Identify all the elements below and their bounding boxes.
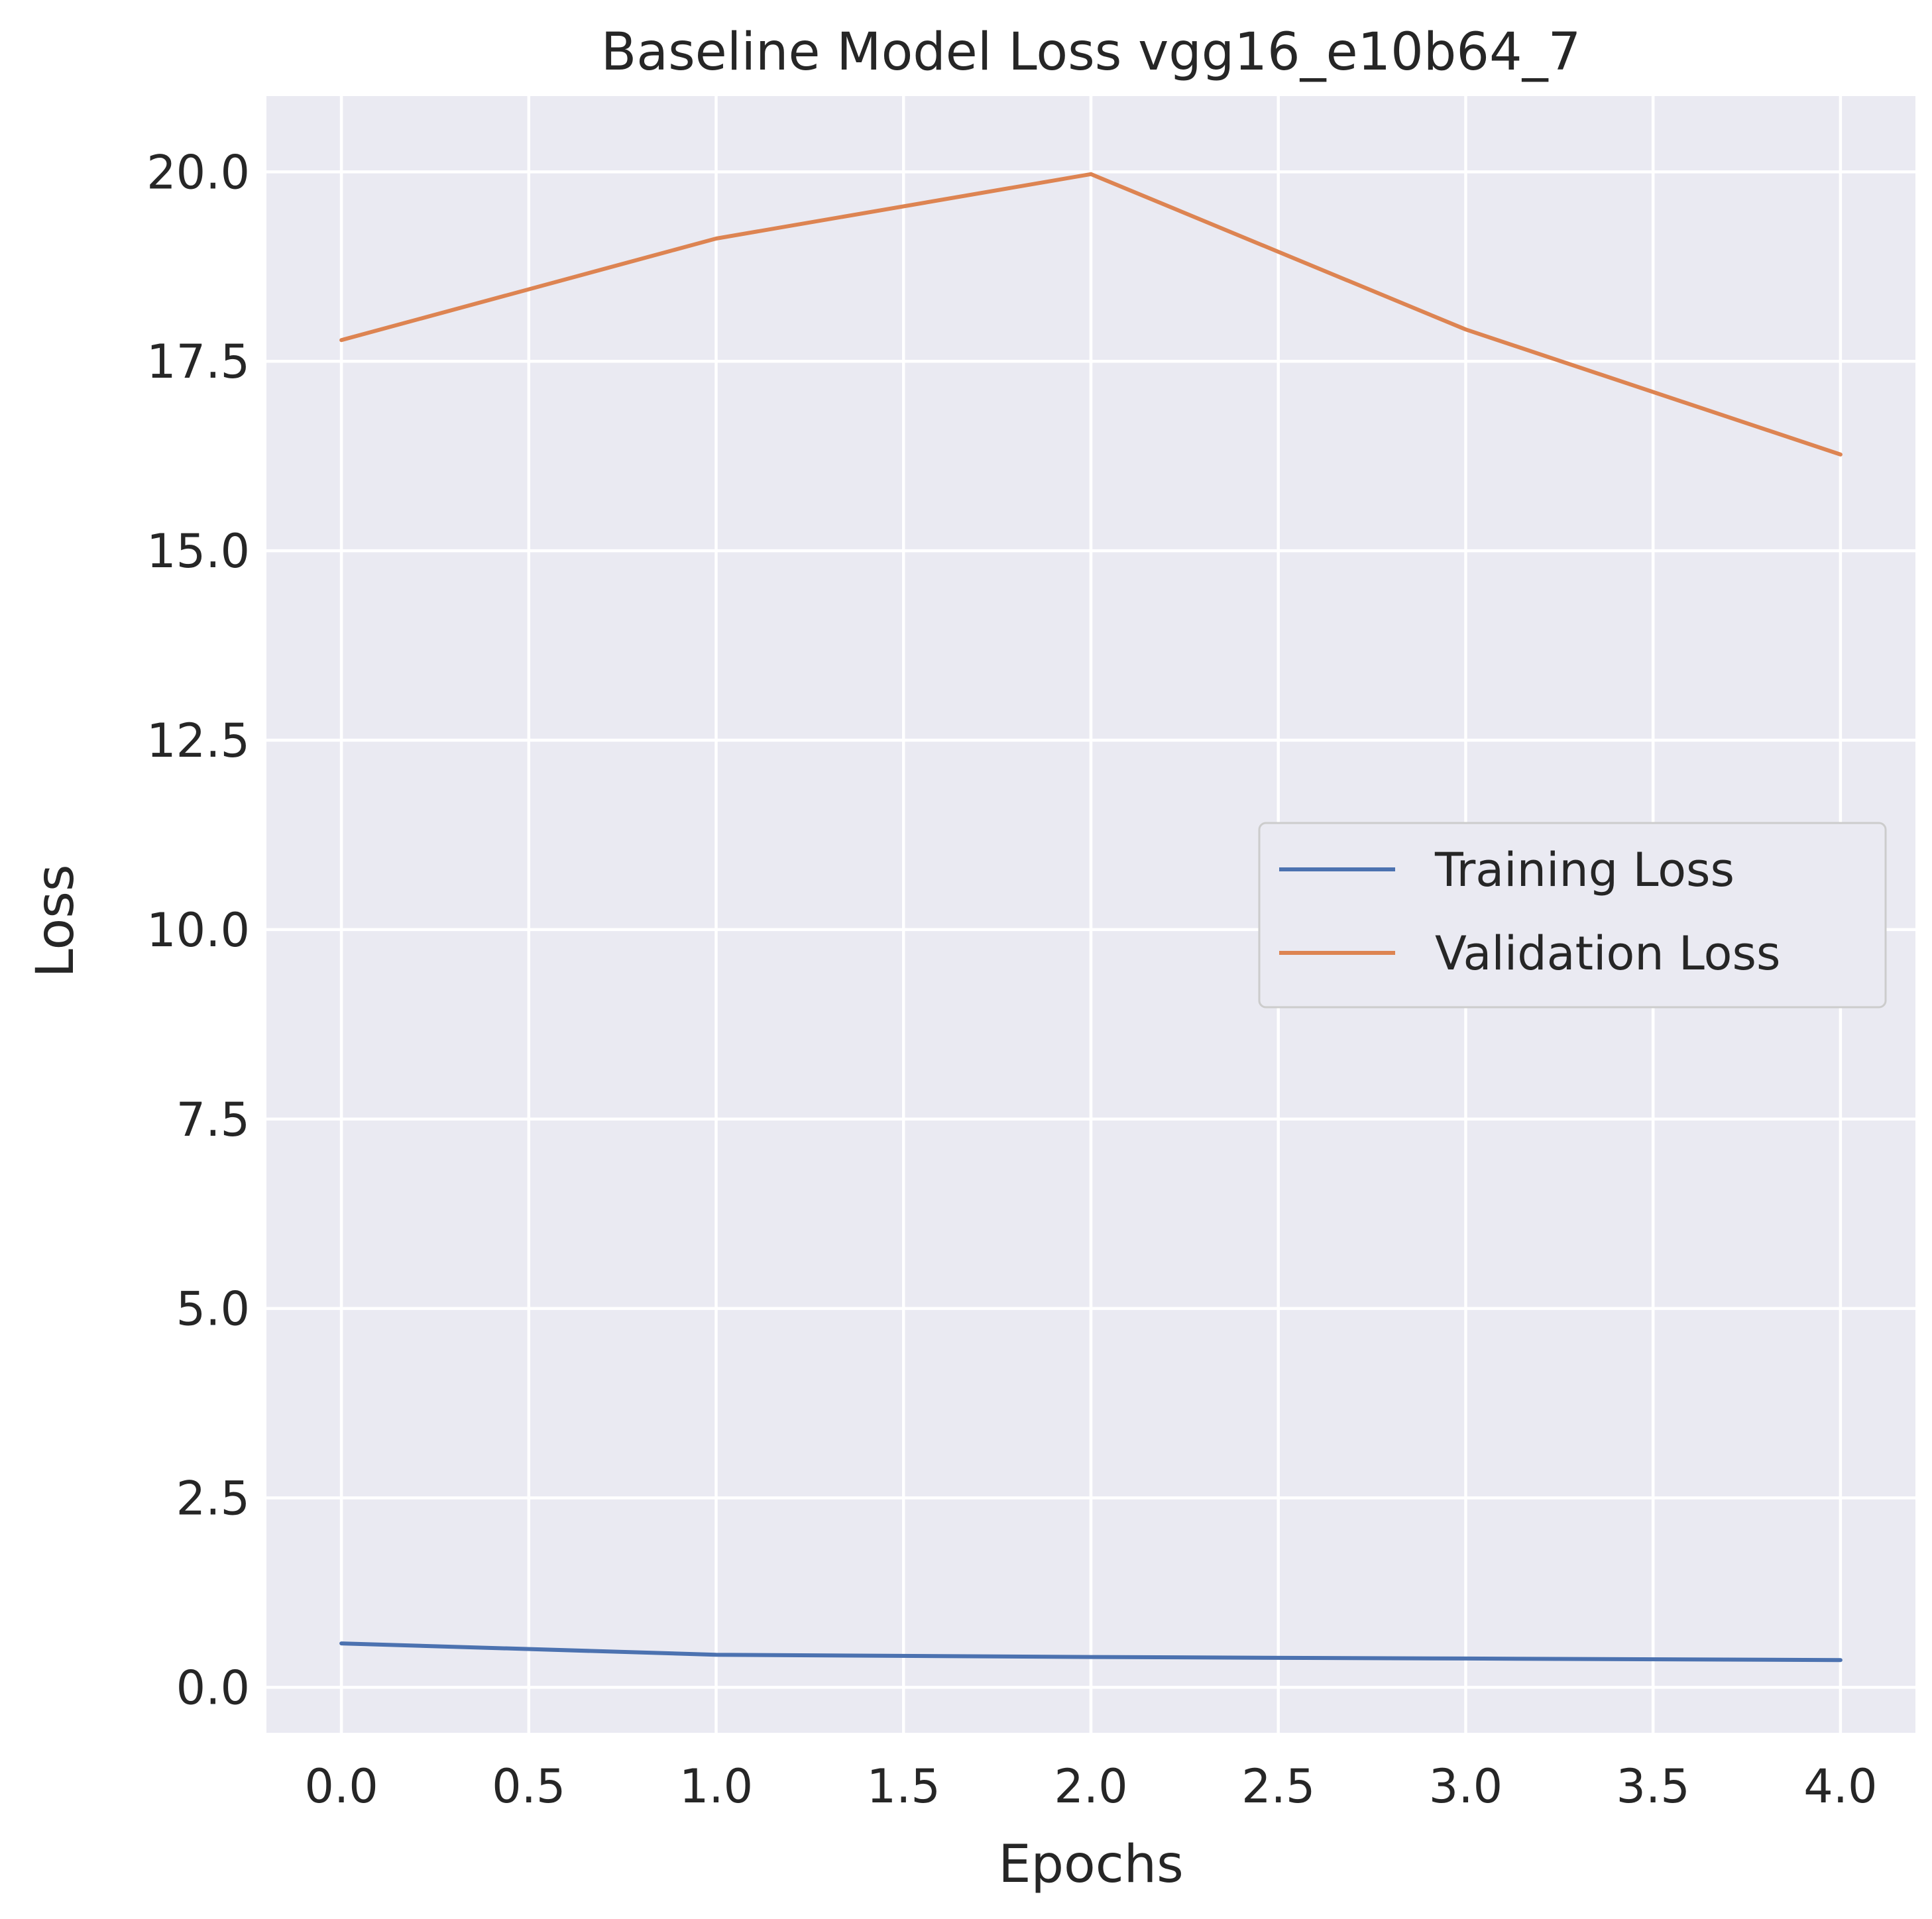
y-tick-label: 2.5 (176, 1472, 250, 1526)
y-tick-label: 5.0 (176, 1282, 250, 1337)
legend-label-validation: Validation Loss (1435, 926, 1780, 981)
legend-label-training: Training Loss (1434, 843, 1734, 897)
legend-box (1258, 822, 1887, 1009)
y-tick-label: 20.0 (146, 145, 250, 199)
x-axis-title: Epochs (998, 1835, 1183, 1894)
x-tick-labels: 0.0 0.5 1.0 1.5 2.0 2.5 3.0 3.5 4.0 (304, 1759, 1877, 1814)
x-tick-label: 3.0 (1429, 1759, 1503, 1814)
y-tick-label: 12.5 (146, 714, 250, 768)
x-tick-label: 0.0 (304, 1759, 378, 1814)
x-tick-label: 2.0 (1054, 1759, 1127, 1814)
series-line-validation (339, 172, 1843, 457)
series-lines (339, 172, 1843, 1663)
y-tick-label: 15.0 (146, 524, 250, 578)
x-tick-label: 4.0 (1803, 1759, 1877, 1814)
x-tick-label: 1.5 (867, 1759, 940, 1814)
y-tick-label: 17.5 (146, 335, 250, 389)
x-tick-label: 0.5 (492, 1759, 565, 1814)
legend: Training Loss Validation Loss (1258, 822, 1887, 1009)
y-tick-label: 0.0 (176, 1661, 250, 1715)
y-tick-label: 10.0 (146, 903, 250, 958)
y-tick-label: 7.5 (176, 1093, 250, 1147)
chart-title: Baseline Model Loss vgg16_e10b64_7 (601, 23, 1581, 82)
x-tick-label: 3.5 (1617, 1759, 1690, 1814)
x-tick-label: 2.5 (1241, 1759, 1315, 1814)
y-gridlines (266, 170, 1915, 1689)
y-axis-title: Loss (26, 864, 85, 977)
x-tick-label: 1.0 (679, 1759, 753, 1814)
y-tick-labels: 0.0 2.5 5.0 7.5 10.0 12.5 15.0 17.5 20.0 (146, 145, 250, 1715)
series-line-training (339, 1641, 1843, 1663)
